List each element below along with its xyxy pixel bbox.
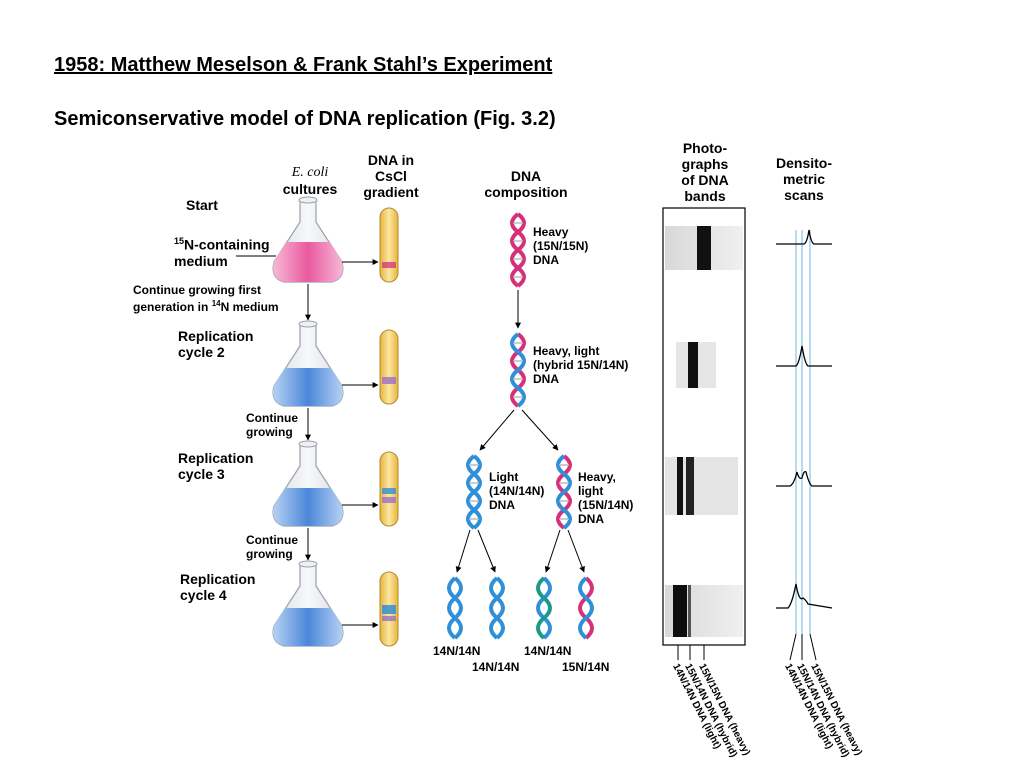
rep4-line-2: cycle 4: [180, 587, 227, 603]
heavy-dna-label: Heavy (15N/15N) DNA: [533, 225, 588, 267]
hybrid-dna-label: Heavy, light (hybrid 15N/14N) DNA: [533, 344, 628, 386]
continue-first-line-2: generation in: [133, 300, 212, 314]
gradient-label: gradient: [363, 184, 419, 200]
dna-tree-arrows: [455, 290, 585, 573]
hl-line-2: light: [578, 484, 604, 498]
tube-cycle-4: [379, 571, 399, 647]
dna-helix-heavy-light: [556, 454, 572, 530]
cscl-label: CsCl: [375, 168, 407, 184]
heavy-line-3: DNA: [533, 253, 559, 267]
light-line-3: DNA: [489, 498, 515, 512]
start-label: Start: [186, 197, 218, 213]
replication-cycle-3-label: Replication cycle 3: [178, 450, 253, 482]
hl-line-3: (15N/14N): [578, 498, 634, 512]
rep3-line-2: cycle 3: [178, 466, 225, 482]
photo-line-3: of DNA: [681, 172, 729, 188]
replication-cycle-4-label: Replication cycle 4: [180, 571, 255, 603]
dens-line-3: scans: [784, 187, 824, 203]
dna-composition-header: DNA composition: [474, 168, 578, 200]
ecoli-header: E. coli cultures: [282, 163, 338, 197]
medium-sup: 15: [174, 236, 185, 246]
flask-cycle-4: [272, 560, 344, 647]
hl-line-1: Heavy,: [578, 470, 616, 484]
photographs-header: Photo- graphs of DNA bands: [670, 140, 740, 204]
hybrid-line-3: DNA: [533, 372, 559, 386]
bottom-label-2: 14N/14N: [472, 660, 520, 674]
ecoli-label: E. coli: [291, 165, 329, 180]
continue-first-sup: 14: [211, 299, 221, 308]
flask-cycle-2: [272, 320, 344, 407]
tube-start: [379, 207, 399, 283]
densitometric-header: Densito- metric scans: [766, 155, 842, 203]
replication-cycle-2-label: Replication cycle 2: [178, 328, 253, 360]
dna-helix-hybrid: [510, 332, 526, 408]
continue-growing-label-a: Continue growing: [246, 411, 298, 439]
dna-in-label: DNA in: [367, 152, 415, 168]
slide-subtitle: Semiconservative model of DNA replicatio…: [54, 108, 556, 130]
flask-cycle-3: [272, 440, 344, 527]
continue-first-line-3: N medium: [220, 300, 279, 314]
dna-helix-bottom-1: [447, 576, 463, 640]
bottom-label-4: 15N/14N: [562, 660, 610, 674]
dna-helix-heavy: [510, 212, 526, 288]
photo-line-1: Photo-: [682, 140, 728, 156]
band-photo-panel: [662, 207, 746, 660]
light-dna-label: Light (14N/14N) DNA: [489, 470, 544, 512]
heavy-light-dna-label: Heavy, light (15N/14N) DNA: [578, 470, 633, 526]
rep2-line-1: Replication: [178, 328, 254, 344]
photo-line-4: bands: [684, 188, 726, 204]
cscl-header: DNA in CsCl gradient: [358, 152, 424, 200]
rep4-line-1: Replication: [180, 571, 256, 587]
dna-header-label: DNA: [510, 168, 542, 184]
cont-a-line-1: Continue: [246, 411, 298, 425]
heavy-line-2: (15N/15N): [533, 239, 589, 253]
continue-first-line-1: Continue growing first: [133, 283, 261, 297]
densitometric-scans: [776, 229, 833, 661]
light-line-1: Light: [489, 470, 519, 484]
dna-helix-bottom-4: [578, 576, 594, 640]
heavy-line-1: Heavy: [533, 225, 569, 239]
medium-label: 15N-containing medium: [174, 233, 270, 269]
dens-line-2: metric: [782, 171, 826, 187]
light-line-2: (14N/14N): [489, 484, 545, 498]
continue-growing-label-b: Continue growing: [246, 533, 298, 561]
photo-line-2: graphs: [681, 156, 729, 172]
slide-title: 1958: Matthew Meselson & Frank Stahl’s E…: [54, 54, 553, 76]
cont-b-line-2: growing: [246, 547, 293, 561]
flask-start: [272, 196, 344, 283]
cont-b-line-1: Continue: [246, 533, 298, 547]
rep2-line-2: cycle 2: [178, 344, 225, 360]
cont-a-line-2: growing: [246, 425, 293, 439]
dna-helix-light: [466, 454, 482, 530]
bottom-label-1: 14N/14N: [433, 644, 481, 658]
dens-line-1: Densito-: [776, 155, 832, 171]
tube-cycle-3: [379, 451, 399, 527]
composition-label: composition: [484, 184, 568, 200]
medium-line-1: N-containing: [184, 236, 270, 253]
bottom-label-3: 14N/14N: [524, 644, 572, 658]
continue-first-label: Continue growing first generation in 14N…: [133, 283, 279, 314]
hl-line-4: DNA: [578, 512, 604, 526]
dna-helix-bottom-3: [536, 576, 552, 640]
tube-cycle-2: [379, 329, 399, 405]
cultures-label: cultures: [282, 181, 338, 197]
hybrid-line-2: (hybrid 15N/14N): [533, 358, 629, 372]
dna-helix-bottom-2: [489, 576, 505, 640]
medium-line-2: medium: [174, 252, 228, 269]
rep3-line-1: Replication: [178, 450, 254, 466]
hybrid-line-1: Heavy, light: [533, 344, 600, 358]
